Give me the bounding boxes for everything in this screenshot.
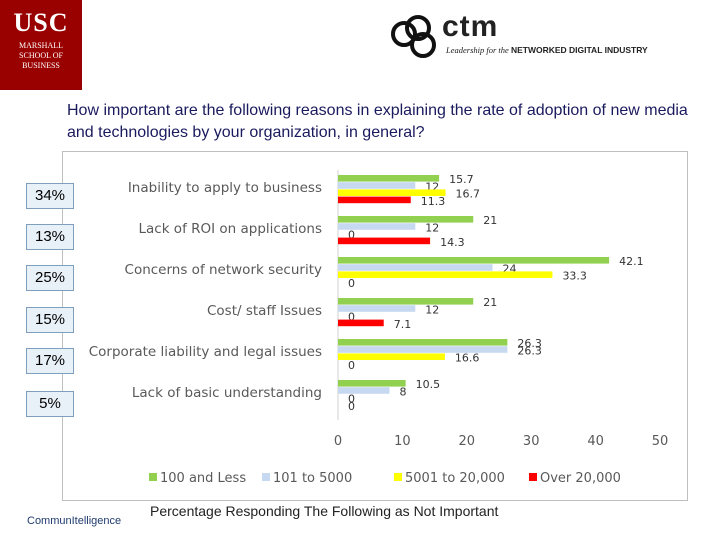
x-tick-label: 40 — [587, 434, 604, 449]
bar-2-4 — [338, 353, 445, 360]
bar-3-0 — [338, 196, 411, 204]
bar-2-0 — [338, 189, 446, 196]
data-label: 10.5 — [416, 378, 441, 391]
side-percentage-box: 25% — [26, 265, 74, 291]
chart-footnote: Percentage Responding The Following as N… — [150, 503, 499, 519]
data-label: 15.7 — [449, 173, 474, 186]
bar-1-5 — [338, 387, 390, 394]
legend-swatch — [394, 473, 402, 481]
usc-marshall-logo: USC MARSHALL SCHOOL OF BUSINESS — [0, 0, 82, 90]
data-label: 26.3 — [517, 344, 542, 357]
bar-0-2 — [338, 257, 610, 264]
x-tick-label: 10 — [394, 434, 411, 449]
ctm-wordmark: ctm — [442, 10, 499, 43]
data-label: 0 — [348, 311, 355, 324]
chart-frame: Inability to apply to business Lack of RO… — [62, 151, 688, 501]
legend-label: 5001 to 20,000 — [405, 471, 505, 486]
bar-1-4 — [338, 346, 508, 353]
data-label: 33.3 — [562, 270, 587, 283]
bar-3-1 — [338, 237, 431, 245]
data-label: 16.6 — [455, 352, 480, 365]
bar-1-2 — [338, 264, 493, 271]
legend-swatch — [262, 473, 270, 481]
category-label: Cost/ staff Issues — [207, 303, 322, 319]
legend-label: 100 and Less — [160, 471, 246, 486]
data-label: 0 — [348, 400, 355, 413]
ctm-tagline: Leadership for the NETWORKED DIGITAL IND… — [446, 45, 648, 55]
side-percentage-box: 5% — [26, 391, 74, 417]
legend-swatch — [149, 473, 157, 481]
category-label: Lack of basic understanding — [132, 385, 322, 401]
x-tick-label: 30 — [523, 434, 540, 449]
bar-0-1 — [338, 216, 474, 223]
bar-0-0 — [338, 175, 440, 182]
x-tick-label: 20 — [459, 434, 476, 449]
side-percentage-box: 13% — [26, 224, 74, 250]
side-percentage-box: 34% — [26, 183, 74, 209]
x-tick-label: 50 — [652, 434, 669, 449]
legend-swatch — [529, 473, 537, 481]
category-label: Inability to apply to business — [128, 180, 322, 196]
data-label: 26.3 — [517, 337, 542, 350]
category-label: Corporate liability and legal issues — [89, 344, 322, 360]
data-label: 11.3 — [421, 195, 446, 208]
bar-1-0 — [338, 182, 416, 189]
data-label: 14.3 — [440, 236, 465, 249]
usc-logo-line: BUSINESS — [22, 61, 60, 70]
ctm-logo: ctm Leadership for the NETWORKED DIGITAL… — [390, 10, 700, 64]
data-label: 0 — [348, 229, 355, 242]
usc-logo-text: USC — [13, 8, 69, 37]
bar-0-3 — [338, 298, 474, 305]
side-percentage-box: 15% — [26, 307, 74, 333]
data-label: 12 — [425, 221, 439, 234]
bar-3-3 — [338, 319, 384, 327]
x-tick-label: 0 — [334, 434, 342, 449]
usc-logo-line: SCHOOL OF — [19, 51, 63, 60]
ctm-rings-icon — [391, 15, 436, 58]
data-label: 8 — [400, 385, 407, 398]
usc-logo-subtext: MARSHALL SCHOOL OF BUSINESS — [0, 41, 82, 71]
data-label: 16.7 — [456, 188, 481, 201]
data-label: 0 — [348, 393, 355, 406]
bar-2-2 — [338, 271, 553, 278]
communitelligence-brand: CommunItelligence — [27, 515, 122, 527]
category-label: Lack of ROI on applications — [138, 221, 322, 237]
data-label: 21 — [483, 296, 497, 309]
category-label: Concerns of network security — [125, 262, 322, 278]
side-percentage-box: 17% — [26, 348, 74, 374]
survey-question: How important are the following reasons … — [67, 102, 688, 141]
legend-label: 101 to 5000 — [273, 471, 352, 486]
data-label: 0 — [348, 359, 355, 372]
data-label: 21 — [483, 214, 497, 227]
ctm-tagline-italic: Leadership for the — [446, 45, 511, 55]
bar-1-1 — [338, 223, 416, 230]
bar-0-4 — [338, 339, 508, 346]
bar-1-3 — [338, 305, 416, 312]
data-label: 7.1 — [394, 318, 412, 331]
data-label: 12 — [425, 303, 439, 316]
data-label: 0 — [348, 277, 355, 290]
bar-chart: Inability to apply to business Lack of RO… — [89, 170, 669, 486]
bar-0-5 — [338, 380, 406, 387]
usc-logo-line: MARSHALL — [18, 41, 63, 50]
data-label: 42.1 — [619, 255, 644, 268]
ctm-tagline-bold: NETWORKED DIGITAL INDUSTRY — [510, 45, 648, 55]
legend-label: Over 20,000 — [540, 471, 621, 486]
